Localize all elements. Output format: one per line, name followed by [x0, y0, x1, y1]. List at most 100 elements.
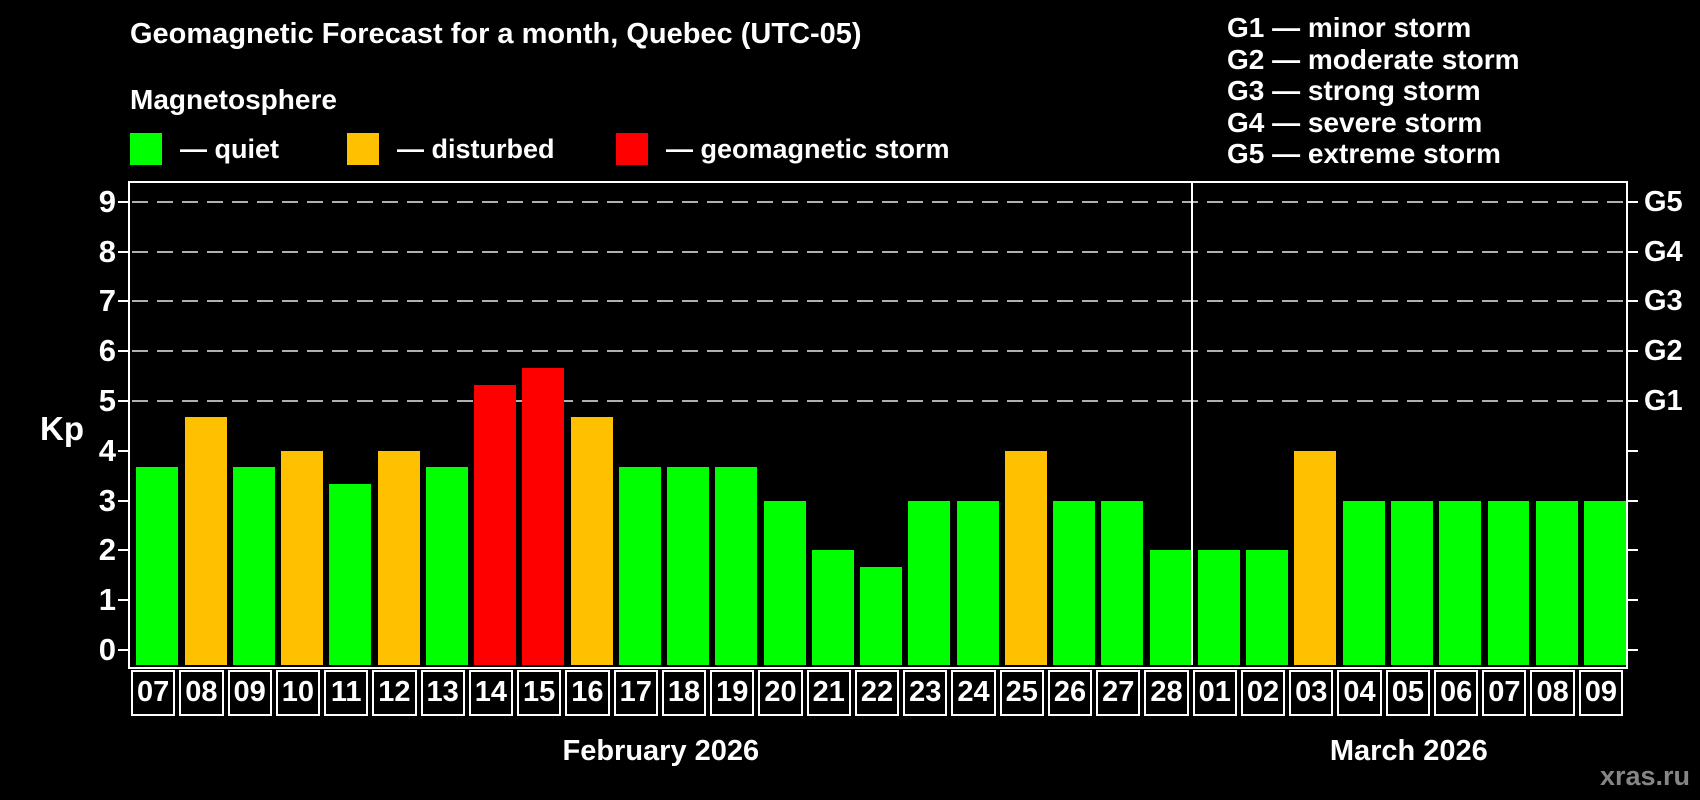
date-label: 05	[1385, 670, 1430, 716]
y-axis-tick	[118, 200, 130, 203]
date-label: 08	[1530, 670, 1575, 716]
date-label: 09	[227, 670, 272, 716]
right-axis-tick	[1626, 499, 1638, 502]
date-label: 20	[758, 670, 803, 716]
y-tick-label: 5	[98, 383, 116, 418]
month-label-february: February 2026	[562, 735, 760, 767]
kp-bar	[377, 450, 420, 665]
month-label-march: March 2026	[1329, 735, 1488, 767]
kp-bar	[136, 467, 179, 665]
g-axis-label-g2: G2	[1644, 335, 1683, 368]
date-label: 07	[131, 670, 176, 716]
y-tick-label: 4	[98, 432, 116, 468]
date-label: 22	[854, 670, 900, 716]
y-axis-tick	[118, 649, 130, 651]
kp-bar	[570, 417, 613, 665]
y-tick-label: 8	[98, 233, 116, 269]
right-axis-tick	[1626, 400, 1638, 402]
y-axis-label: Kp	[40, 410, 84, 447]
date-label: 21	[806, 670, 851, 716]
kp-bar	[763, 500, 806, 665]
date-label: 14	[468, 670, 514, 716]
kp-gridline	[132, 200, 1624, 203]
date-label: 28	[1144, 670, 1189, 716]
date-label: 12	[372, 670, 417, 716]
kp-bar	[715, 467, 758, 665]
kp-bar	[474, 384, 517, 665]
storm-color-swatch	[616, 133, 648, 165]
date-label: 24	[951, 670, 996, 716]
chart-title: Geomagnetic Forecast for a month, Quebec…	[130, 18, 862, 50]
kp-bar	[1439, 500, 1482, 665]
y-axis-tick	[118, 549, 130, 552]
date-label: 17	[613, 670, 658, 716]
y-tick-label: 0	[98, 632, 116, 667]
legend-item-storm: — geomagnetic storm	[616, 132, 950, 166]
kp-bar	[1294, 450, 1337, 665]
date-label: 02	[1240, 670, 1286, 716]
g-legend-line-g5: G5 — extreme storm	[1227, 138, 1501, 169]
right-axis-tick	[1626, 649, 1638, 651]
g-legend-line-g2: G2 — moderate storm	[1227, 43, 1520, 75]
kp-bar	[329, 484, 372, 665]
kp-bar	[232, 467, 275, 665]
date-label: 18	[661, 670, 707, 716]
kp-bar	[811, 550, 854, 665]
kp-bar	[1246, 550, 1289, 665]
legend-title: Magnetosphere	[130, 84, 337, 115]
g-scale-legend: G1 — minor storm G2 — moderate storm G3 …	[1227, 12, 1520, 170]
kp-bar	[618, 467, 661, 665]
kp-gridline	[132, 400, 1624, 402]
kp-bar	[1535, 500, 1578, 665]
date-label: 04	[1337, 670, 1382, 716]
kp-bar	[1101, 500, 1144, 665]
g-axis-label-g3: G3	[1644, 285, 1683, 318]
right-axis-tick	[1626, 250, 1638, 253]
g-axis-label-g5: G5	[1644, 185, 1683, 218]
kp-bar	[1149, 550, 1192, 665]
date-label: 13	[420, 670, 465, 716]
kp-gridline	[132, 250, 1624, 253]
right-axis-tick	[1626, 200, 1638, 203]
kp-bar	[956, 500, 999, 665]
date-label: 01	[1192, 670, 1237, 716]
kp-bar	[522, 367, 565, 665]
y-axis-tick	[118, 300, 130, 303]
y-axis-tick	[118, 599, 130, 602]
date-label: 19	[710, 670, 755, 716]
kp-bar	[184, 417, 227, 665]
kp-gridline	[132, 350, 1624, 353]
kp-bar	[425, 467, 468, 665]
quiet-color-swatch	[130, 133, 162, 165]
y-axis-tick	[118, 350, 130, 353]
g-legend-line-g1: G1 — minor storm	[1227, 12, 1472, 43]
kp-bar	[1391, 500, 1433, 665]
g-legend-line-g4: G4 — severe storm	[1227, 106, 1483, 138]
legend-item-label: — disturbed	[397, 133, 555, 164]
date-label: 15	[517, 670, 562, 716]
date-label: 09	[1578, 670, 1623, 716]
kp-bar	[281, 450, 324, 665]
kp-gridline	[132, 300, 1624, 303]
kp-bar	[1342, 500, 1385, 665]
g-legend-line-g3: G3 — strong storm	[1227, 75, 1481, 106]
date-label: 23	[903, 670, 948, 716]
kp-bar	[667, 467, 710, 665]
kp-bar	[860, 566, 903, 665]
y-tick-label: 6	[98, 333, 116, 369]
date-label: 08	[179, 670, 224, 716]
y-tick-label: 1	[98, 582, 116, 618]
y-tick-label: 2	[98, 532, 116, 568]
date-label: 03	[1289, 670, 1334, 716]
kp-bar	[1004, 450, 1047, 665]
date-label: 16	[565, 670, 610, 716]
kp-bar	[1487, 500, 1530, 665]
kp-bar	[1197, 550, 1240, 665]
right-axis-tick	[1626, 300, 1638, 303]
date-label: 10	[275, 670, 321, 716]
date-label: 06	[1433, 670, 1479, 716]
y-axis-tick	[118, 400, 130, 402]
right-axis-tick	[1626, 449, 1638, 452]
right-axis-tick	[1626, 599, 1638, 602]
